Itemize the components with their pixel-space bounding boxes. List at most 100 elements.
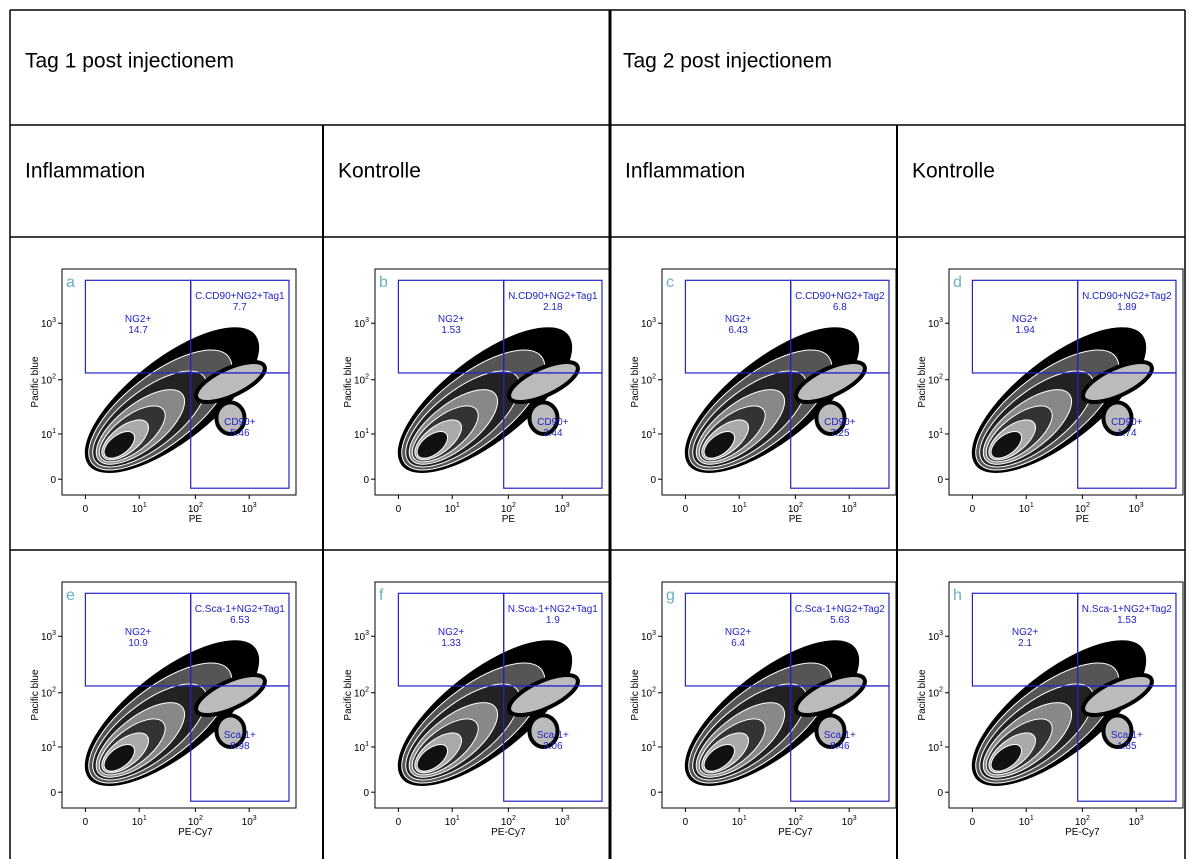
- y-axis-label: Pacific blue: [30, 356, 41, 408]
- x-tick-label: 0: [970, 504, 976, 515]
- tick-exp: 3: [52, 630, 56, 637]
- y-tick-label: 101: [641, 428, 656, 441]
- gate-name: CD90+: [1111, 417, 1143, 428]
- tick-exp: 3: [652, 630, 656, 637]
- tick-exp: 2: [799, 502, 803, 509]
- tick-base: 10: [41, 632, 53, 643]
- y-tick-label: 102: [354, 687, 369, 700]
- tick-exp: 1: [743, 815, 747, 822]
- tick-base: 0: [363, 475, 369, 486]
- density-arm: [214, 713, 247, 749]
- tick-exp: 1: [456, 502, 460, 509]
- plot-frame: [61, 268, 297, 496]
- tick-exp: 2: [512, 815, 516, 822]
- x-tick-label: 0: [83, 817, 89, 828]
- panel-letter: c: [666, 274, 674, 291]
- gate-value: 6.43: [728, 325, 748, 336]
- tick-base: 10: [842, 504, 854, 515]
- x-tick-label: 103: [1129, 815, 1144, 828]
- density-layer: [990, 430, 1023, 459]
- tick-base: 10: [641, 632, 653, 643]
- y-tick-label: 102: [928, 687, 943, 700]
- tick-base: 10: [445, 817, 457, 828]
- tick-base: 0: [50, 475, 56, 486]
- y-axis-label: Pacific blue: [30, 669, 41, 721]
- density-arm: [194, 359, 267, 405]
- tick-base: 10: [641, 743, 653, 754]
- tick-base: 0: [83, 817, 89, 828]
- y-axis-label: Pacific blue: [917, 356, 928, 408]
- tick-base: 10: [501, 504, 513, 515]
- tick-base: 10: [928, 430, 940, 441]
- gate-value: 1.53: [1117, 615, 1137, 626]
- x-tick-label: 102: [1075, 502, 1090, 515]
- density-arm: [507, 359, 580, 405]
- tick-base: 10: [1129, 504, 1141, 515]
- x-tick-label: 101: [732, 815, 747, 828]
- tick-exp: 3: [1140, 502, 1144, 509]
- gate-name: N.Sca-1+NG2+Tag1: [508, 604, 598, 615]
- tick-base: 10: [354, 743, 366, 754]
- x-axis-label: PE-Cy7: [178, 827, 213, 838]
- column-label: Kontrolle: [338, 160, 421, 183]
- y-tick-label: 103: [928, 317, 943, 330]
- y-tick-label: 102: [641, 374, 656, 387]
- tick-base: 10: [732, 504, 744, 515]
- header-day2: Tag 2 post injectionem: [623, 50, 832, 73]
- y-tick-label: 103: [641, 317, 656, 330]
- gate-name: C.Sca-1+NG2+Tag2: [795, 604, 885, 615]
- gate-name: N.CD90+NG2+Tag2: [1082, 291, 1172, 302]
- gate-value: 6.53: [230, 615, 250, 626]
- panel-letter: b: [379, 274, 388, 291]
- plot-frame: [948, 581, 1184, 809]
- density-arm: [1081, 359, 1154, 405]
- gate-value: 3.06: [543, 741, 563, 752]
- tick-exp: 2: [939, 687, 943, 694]
- y-tick-label: 0: [50, 475, 56, 486]
- tick-base: 0: [396, 817, 402, 828]
- x-tick-label: 102: [188, 502, 203, 515]
- tick-exp: 1: [456, 815, 460, 822]
- x-tick-label: 102: [501, 815, 516, 828]
- gate-value: 8.46: [830, 741, 850, 752]
- density-layer: [103, 430, 136, 459]
- tick-base: 10: [788, 504, 800, 515]
- tick-base: 10: [928, 376, 940, 387]
- tick-exp: 1: [52, 741, 56, 748]
- tick-base: 0: [650, 788, 656, 799]
- gate-value: 14.7: [128, 325, 148, 336]
- density-layer: [416, 430, 449, 459]
- tick-base: 10: [928, 632, 940, 643]
- tick-exp: 1: [652, 741, 656, 748]
- x-tick-label: 102: [501, 502, 516, 515]
- density-layer: [990, 743, 1023, 772]
- density: [683, 639, 867, 787]
- tick-exp: 3: [365, 317, 369, 324]
- plot-frame: [948, 268, 1184, 496]
- gate-name: Sca-1+: [537, 730, 569, 741]
- column-label: Inflammation: [625, 160, 745, 183]
- tick-base: 10: [41, 319, 53, 330]
- tick-exp: 2: [365, 687, 369, 694]
- table-grid: [9, 9, 1186, 859]
- density-arm: [507, 672, 580, 718]
- tick-base: 10: [41, 430, 53, 441]
- column-label: Inflammation: [25, 160, 145, 183]
- x-axis-label: PE: [1076, 514, 1090, 525]
- gate-name: NG2+: [1012, 314, 1039, 325]
- gate: [1077, 372, 1177, 489]
- tick-base: 10: [928, 743, 940, 754]
- gate-value: 1.33: [441, 638, 461, 649]
- gate-name: NG2+: [725, 314, 752, 325]
- tick-exp: 1: [365, 741, 369, 748]
- gate-value: 1.94: [1015, 325, 1035, 336]
- tick-base: 10: [928, 689, 940, 700]
- x-tick-label: 0: [396, 817, 402, 828]
- panel-letter: h: [953, 587, 962, 604]
- tick-base: 10: [354, 689, 366, 700]
- density-layer: [416, 743, 449, 772]
- density: [83, 326, 267, 474]
- x-tick-label: 102: [1075, 815, 1090, 828]
- y-tick-label: 103: [928, 630, 943, 643]
